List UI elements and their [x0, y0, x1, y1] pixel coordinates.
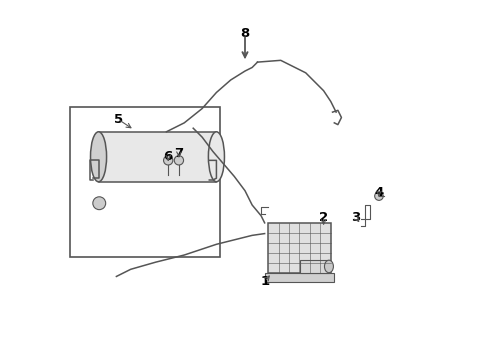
Bar: [268, 223, 331, 273]
Bar: [265, 273, 334, 282]
Text: 8: 8: [241, 27, 249, 40]
Text: 7: 7: [174, 147, 183, 160]
Text: 5: 5: [114, 113, 123, 126]
Bar: [70, 107, 220, 257]
Text: 2: 2: [319, 211, 328, 224]
Circle shape: [164, 156, 173, 165]
Ellipse shape: [208, 132, 224, 182]
Ellipse shape: [324, 260, 333, 273]
Ellipse shape: [91, 132, 107, 182]
Text: 3: 3: [351, 211, 360, 224]
Text: 1: 1: [260, 275, 269, 288]
Text: 6: 6: [164, 150, 173, 163]
Circle shape: [93, 197, 106, 210]
Circle shape: [174, 156, 184, 165]
Bar: [300, 260, 329, 273]
Text: 4: 4: [374, 186, 384, 199]
Bar: [98, 132, 217, 182]
Circle shape: [375, 192, 383, 201]
